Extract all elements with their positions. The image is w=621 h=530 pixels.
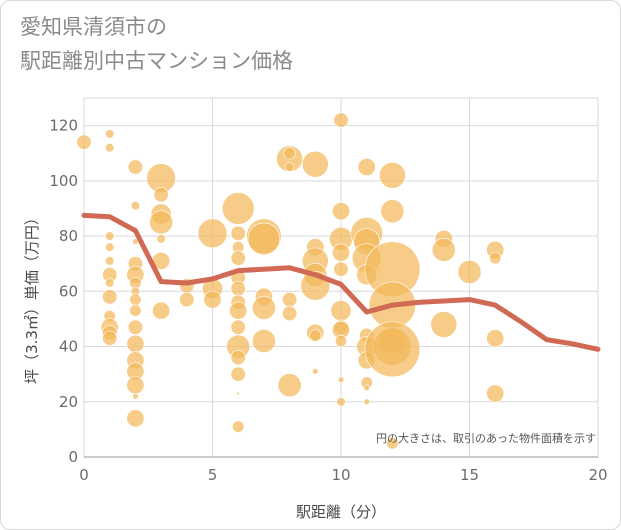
bubble-point (336, 397, 346, 407)
bubble-point (105, 242, 115, 252)
x-tick-label: 5 (208, 466, 218, 484)
bubble-point (333, 261, 349, 277)
bubble-point (430, 311, 458, 338)
bubble-point (282, 305, 298, 321)
bubble-point (230, 280, 246, 297)
bubble-point (301, 150, 329, 178)
x-tick-label: 15 (460, 466, 479, 484)
bubble-point (105, 278, 115, 288)
bubble-point (309, 329, 322, 342)
bubble-point (331, 243, 350, 262)
y-tick-label: 80 (59, 227, 78, 245)
bubble-point (230, 250, 246, 266)
y-tick-label: 40 (59, 338, 78, 356)
bubble-point (486, 329, 505, 348)
bubble-point (431, 237, 456, 262)
bubble-series (76, 112, 505, 450)
bubble-point (230, 319, 246, 335)
bubble-point (357, 158, 376, 177)
x-tick-label: 10 (331, 466, 350, 484)
bubble-point (105, 256, 115, 266)
bubble-point (284, 162, 295, 172)
bubble-point (126, 334, 145, 353)
y-tick-labels: 0 20 40 60 80 100 120 (49, 117, 78, 466)
bubble-point (76, 134, 92, 150)
bubble-point (247, 222, 281, 256)
bubble-point (229, 301, 248, 320)
bubble-point (230, 225, 246, 241)
bubble-point (312, 368, 319, 375)
bubble-point (197, 218, 228, 249)
bubble-point (102, 330, 118, 346)
bubble-point (132, 393, 139, 400)
bubble-size-note: 円の大きさは、取引のあった物件面積を示す (376, 431, 596, 445)
bubble-point (153, 187, 169, 203)
chart-title-line1: 愛知県清須市の (20, 15, 167, 39)
bubble-point (251, 295, 276, 320)
bubble-point (334, 334, 348, 348)
bubble-point (282, 292, 298, 308)
bubble-point (380, 199, 405, 224)
bubble-point (251, 329, 276, 353)
average-price-line (81, 212, 601, 352)
bubble-point (363, 384, 370, 392)
x-tick-labels: 0 5 10 15 20 (79, 466, 607, 484)
x-axis-label: 駅距離（分） (296, 503, 386, 521)
bubble-point (230, 350, 246, 366)
bubble-point (221, 192, 255, 225)
bubble-point (333, 112, 349, 128)
bubble-point (127, 159, 143, 175)
bubble-point (486, 384, 505, 403)
bubble-point (129, 304, 142, 317)
y-tick-label: 20 (59, 393, 78, 411)
bubble-point (457, 260, 482, 284)
bubble-point (156, 234, 166, 244)
bubble-point (379, 161, 406, 189)
bubble-point (337, 376, 345, 383)
bubble-point (149, 210, 174, 235)
bubble-point (130, 201, 141, 211)
bubble-point (489, 252, 502, 265)
y-axis-label: 坪（3.3㎡）単価（万円） (23, 210, 41, 384)
bubble-point (126, 376, 145, 395)
bubble-point (203, 290, 222, 309)
x-tick-label: 0 (79, 466, 89, 484)
bubble-point (236, 391, 240, 396)
y-tick-label: 60 (59, 282, 78, 300)
bubble-point (105, 129, 115, 139)
bubble-point (105, 231, 115, 241)
bubble-point (152, 301, 171, 320)
bubble-point (232, 420, 245, 433)
x-tick-label: 20 (588, 466, 607, 484)
bubble-point (364, 321, 421, 378)
bubble-point (127, 319, 143, 335)
bubble-point (179, 292, 195, 308)
bubble-point (277, 373, 302, 398)
y-tick-label: 100 (49, 172, 78, 190)
bubble-point (331, 202, 350, 221)
bubble-point (283, 147, 296, 160)
bubble-point (105, 143, 115, 153)
bubble-point (129, 293, 142, 306)
bubble-point (386, 437, 399, 450)
bubble-point (363, 398, 370, 405)
chart-title: 愛知県清須市の 駅距離別中古マンション価格 (20, 10, 293, 78)
bubble-point (330, 300, 352, 322)
y-tick-label: 0 (68, 448, 78, 466)
trend-line-series (81, 212, 601, 352)
bubble-point (230, 366, 246, 382)
bubble-point (126, 409, 145, 428)
y-tick-label: 120 (49, 117, 78, 135)
chart-title-line2: 駅距離別中古マンション価格 (20, 49, 293, 73)
bubble-point (102, 289, 118, 305)
